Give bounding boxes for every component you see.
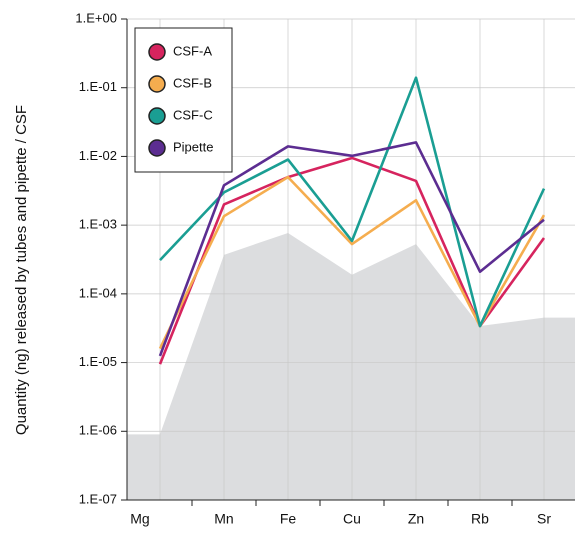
x-tick-label: Cu (343, 511, 361, 527)
background-area (127, 232, 575, 500)
x-tick-label: Mn (214, 511, 233, 527)
y-tick-label: 1.E-05 (79, 354, 117, 369)
legend-label: CSF-B (173, 75, 212, 90)
y-tick-label: 1.E-07 (79, 491, 117, 506)
x-tick-label: Fe (280, 511, 297, 527)
y-axis-label: Quantity (ng) released by tubes and pipe… (13, 105, 30, 435)
y-tick-label: 1.E-02 (79, 148, 117, 163)
y-tick-label: 1.E-03 (79, 217, 117, 232)
legend-marker (148, 139, 166, 157)
legend-marker (148, 43, 166, 61)
x-tick-label: Rb (471, 511, 489, 527)
y-tick-label: 1.E-06 (79, 423, 117, 438)
x-tick-label: Sr (537, 511, 551, 527)
y-tick-label: 1.E+00 (75, 10, 117, 25)
legend-label: CSF-C (173, 107, 213, 122)
legend-label: CSF-A (173, 43, 212, 58)
y-tick-label: 1.E-04 (79, 285, 117, 300)
x-tick-label: Mg (130, 511, 149, 527)
series-line (158, 141, 545, 357)
legend-marker (148, 75, 166, 93)
legend-marker (148, 107, 166, 125)
y-tick-label: 1.E-01 (79, 79, 117, 94)
x-tick-label: Zn (408, 511, 424, 527)
series-line (159, 76, 546, 328)
legend-label: Pipette (173, 139, 213, 154)
